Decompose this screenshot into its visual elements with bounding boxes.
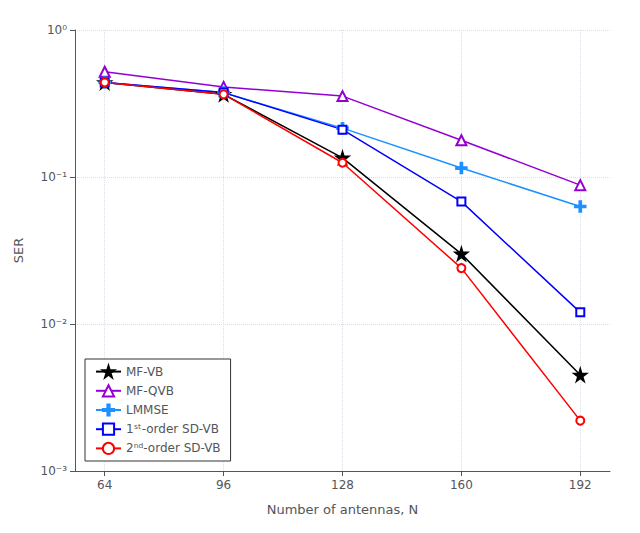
svg-text:1ˢᵗ-order SD-VB: 1ˢᵗ-order SD-VB <box>126 422 219 436</box>
svg-text:LMMSE: LMMSE <box>126 403 169 417</box>
svg-text:10⁻²: 10⁻² <box>41 317 68 331</box>
svg-text:160: 160 <box>450 478 473 492</box>
svg-text:10⁻³: 10⁻³ <box>41 464 68 478</box>
svg-text:2ⁿᵈ-order SD-VB: 2ⁿᵈ-order SD-VB <box>126 441 221 455</box>
svg-text:128: 128 <box>331 478 354 492</box>
svg-text:SER: SER <box>11 238 26 264</box>
svg-text:96: 96 <box>216 478 231 492</box>
svg-text:MF-QVB: MF-QVB <box>126 384 174 398</box>
svg-text:10⁻¹: 10⁻¹ <box>41 170 68 184</box>
svg-text:192: 192 <box>569 478 592 492</box>
svg-text:Number of antennas, N: Number of antennas, N <box>267 502 419 517</box>
svg-text:10⁰: 10⁰ <box>47 23 67 37</box>
svg-text:64: 64 <box>97 478 112 492</box>
svg-text:MF-VB: MF-VB <box>126 365 163 379</box>
